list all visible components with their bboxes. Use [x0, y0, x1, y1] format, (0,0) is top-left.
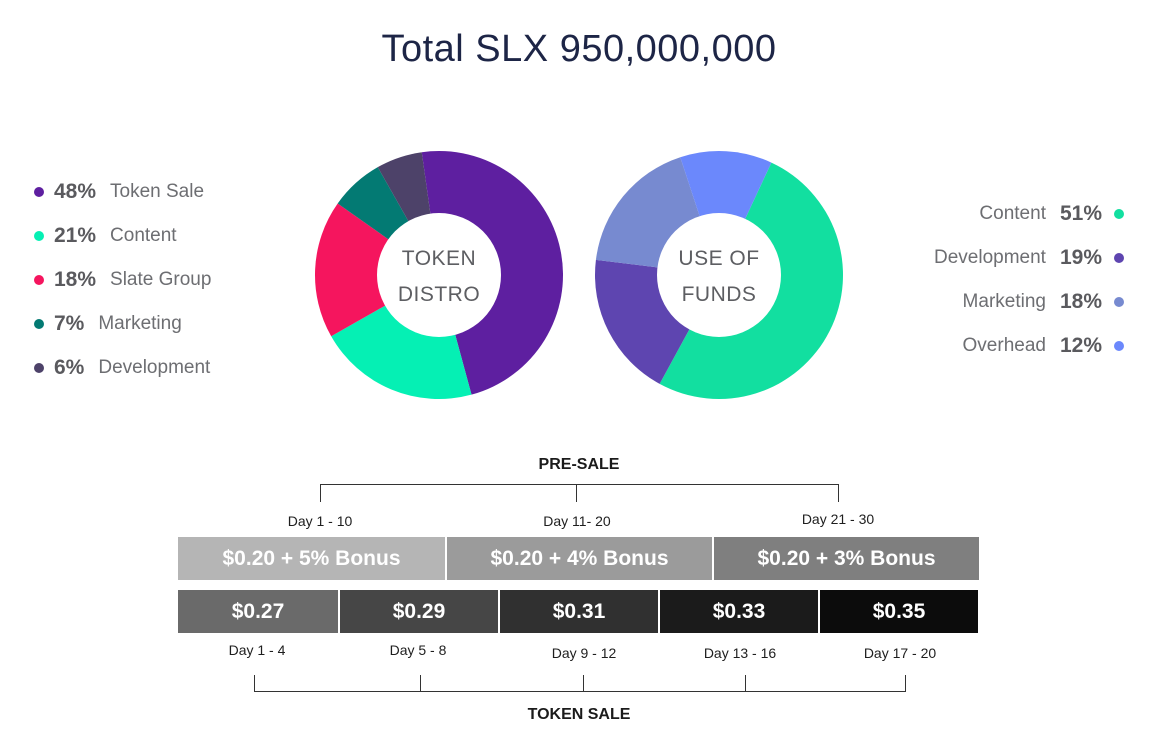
legend-label: Development	[98, 357, 211, 378]
legend-item-development: Development 19%	[934, 236, 1124, 280]
legend-item-development: 6% Development	[34, 346, 211, 390]
donut-center-label: FUNDS	[682, 283, 757, 306]
presale-bracket-line	[320, 484, 839, 485]
legend-item-slate-group: 18% Slate Group	[34, 258, 211, 302]
legend-dot	[34, 187, 44, 197]
legend-dot	[1114, 297, 1124, 307]
legend-pct: 18%	[54, 268, 97, 291]
token-day-label: Day 1 - 4	[228, 642, 286, 658]
legend-label: Token Sale	[110, 181, 205, 202]
donut-center-label: TOKEN	[402, 247, 476, 270]
legend-pct: 6%	[54, 356, 85, 379]
legend-item-token-sale: 48% Token Sale	[34, 170, 211, 214]
page-title: Total SLX 950,000,000	[381, 28, 777, 70]
legend-pct: 21%	[54, 224, 97, 247]
donut-hole	[657, 213, 781, 337]
legend-dot	[1114, 209, 1124, 219]
presale-tiers: $0.20 + 5% Bonus $0.20 + 4% Bonus $0.20 …	[178, 537, 979, 580]
donut-center-label: USE OF	[678, 247, 759, 270]
token-tier-4: $0.33	[658, 590, 818, 633]
presale-tier-3: $0.20 + 3% Bonus	[712, 537, 979, 580]
token-day-label: Day 17 - 20	[863, 645, 937, 661]
use-of-funds-donut: USE OF FUNDS	[595, 151, 843, 400]
legend-pct: 48%	[54, 180, 97, 203]
legend-item-marketing: 7% Marketing	[34, 302, 211, 346]
legend-dot	[1114, 253, 1124, 263]
donut-center-label: DISTRO	[398, 283, 480, 306]
token-day-label: Day 5 - 8	[389, 642, 447, 658]
legend-dot	[34, 363, 44, 373]
legend-label: Slate Group	[110, 269, 212, 290]
legend-pct: 51%	[1059, 202, 1102, 225]
legend-label: Marketing	[962, 291, 1046, 312]
token-bracket-tick	[905, 675, 906, 692]
legend-item-content: 21% Content	[34, 214, 211, 258]
legend-item-content: Content 51%	[934, 192, 1124, 236]
donut-hole	[377, 213, 501, 337]
presale-day-label: Day 11- 20	[543, 513, 611, 529]
legend-label: Development	[934, 247, 1046, 268]
token-sale-tiers: $0.27 $0.29 $0.31 $0.33 $0.35	[178, 590, 978, 633]
donut-slice-overhead	[680, 151, 772, 275]
presale-tier-2: $0.20 + 4% Bonus	[445, 537, 712, 580]
legend-pct: 12%	[1059, 334, 1102, 357]
legend-label: Overhead	[962, 335, 1046, 356]
token-tier-5: $0.35	[818, 590, 978, 633]
token-day-label: Day 9 - 12	[551, 645, 617, 661]
legend-pct: 19%	[1059, 246, 1102, 269]
legend-dot	[1114, 341, 1124, 351]
token-distro-legend: 48% Token Sale 21% Content 18% Slate Gro…	[34, 170, 211, 390]
presale-day-label: Day 1 - 10	[287, 513, 353, 529]
legend-pct: 7%	[54, 312, 85, 335]
presale-tier-1: $0.20 + 5% Bonus	[178, 537, 445, 580]
presale-bracket-tick	[576, 484, 577, 502]
legend-dot	[34, 275, 44, 285]
token-bracket-tick	[745, 675, 746, 692]
token-bracket-tick	[420, 675, 421, 692]
legend-label: Content	[979, 203, 1046, 224]
legend-pct: 18%	[1059, 290, 1102, 313]
donut-slice-slate-group	[315, 203, 439, 337]
use-of-funds-legend: Content 51% Development 19% Marketing 18…	[934, 192, 1124, 368]
token-sale-heading: TOKEN SALE	[527, 706, 631, 723]
legend-dot	[34, 231, 44, 241]
legend-item-overhead: Overhead 12%	[934, 324, 1124, 368]
token-tier-2: $0.29	[338, 590, 498, 633]
token-bracket-line	[254, 691, 906, 692]
token-tier-3: $0.31	[498, 590, 658, 633]
token-distro-donut: TOKEN DISTRO	[315, 151, 563, 399]
presale-bracket-tick	[838, 484, 839, 502]
token-bracket-tick	[583, 675, 584, 692]
presale-day-label: Day 21 - 30	[801, 511, 875, 527]
token-bracket-tick	[254, 675, 255, 692]
legend-label: Marketing	[98, 313, 182, 334]
legend-item-marketing: Marketing 18%	[934, 280, 1124, 324]
legend-label: Content	[110, 225, 177, 246]
token-tier-1: $0.27	[178, 590, 338, 633]
presale-heading: PRE-SALE	[538, 456, 620, 473]
token-day-label: Day 13 - 16	[703, 645, 777, 661]
presale-bracket-tick	[320, 484, 321, 502]
legend-dot	[34, 319, 44, 329]
